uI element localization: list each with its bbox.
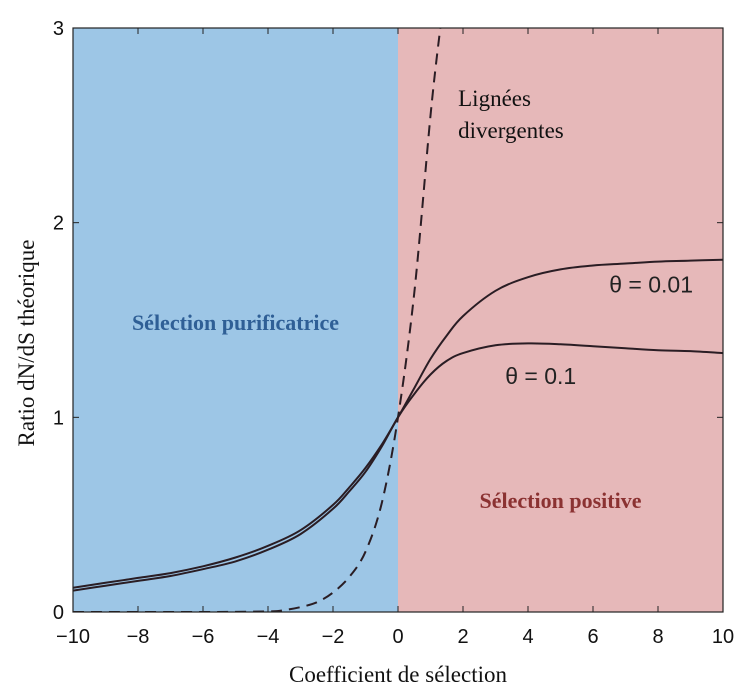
x-tick-label: 2	[457, 626, 468, 648]
x-tick-label: 8	[652, 626, 663, 648]
region-label-selection-positive: Sélection positive	[480, 488, 642, 513]
annotation-theta-0-1: θ = 0.1	[505, 363, 576, 389]
x-tick-label: −8	[127, 626, 150, 648]
y-tick-label: 1	[53, 407, 64, 429]
annotation-lignees-divergentes: Lignées divergentes	[458, 86, 564, 143]
y-tick-label: 0	[53, 602, 64, 624]
x-tick-label: −2	[322, 626, 345, 648]
y-tick-label: 2	[53, 213, 64, 235]
x-tick-label: 6	[587, 626, 598, 648]
x-tick-label: −6	[192, 626, 215, 648]
x-tick-label: 4	[522, 626, 533, 648]
x-axis-label: Coefficient de sélection	[289, 662, 507, 687]
x-tick-label: −10	[56, 626, 90, 648]
region-selection-positive	[398, 28, 723, 612]
curves	[73, 28, 723, 612]
region-selection-purificatrice	[73, 28, 398, 612]
region-label-selection-purificatrice: Sélection purificatrice	[132, 310, 339, 335]
x-tick-label: 10	[712, 626, 734, 648]
y-tick-label: 3	[53, 18, 64, 40]
y-axis-label: Ratio dN/dS théorique	[14, 240, 39, 447]
x-tick-label: 0	[392, 626, 403, 648]
annotation-theta-0-01: θ = 0.01	[609, 272, 693, 298]
selection-regions	[73, 28, 723, 612]
axis-ticks: −10 −8 −6 −4 −2 0 2 4 6 8 10 0 1 2 3	[53, 18, 734, 648]
x-tick-label: −4	[257, 626, 280, 648]
region-labels: Sélection purificatrice Sélection positiv…	[132, 310, 642, 513]
annotations: Lignées divergentes θ = 0.01 θ = 0.1	[458, 86, 693, 389]
